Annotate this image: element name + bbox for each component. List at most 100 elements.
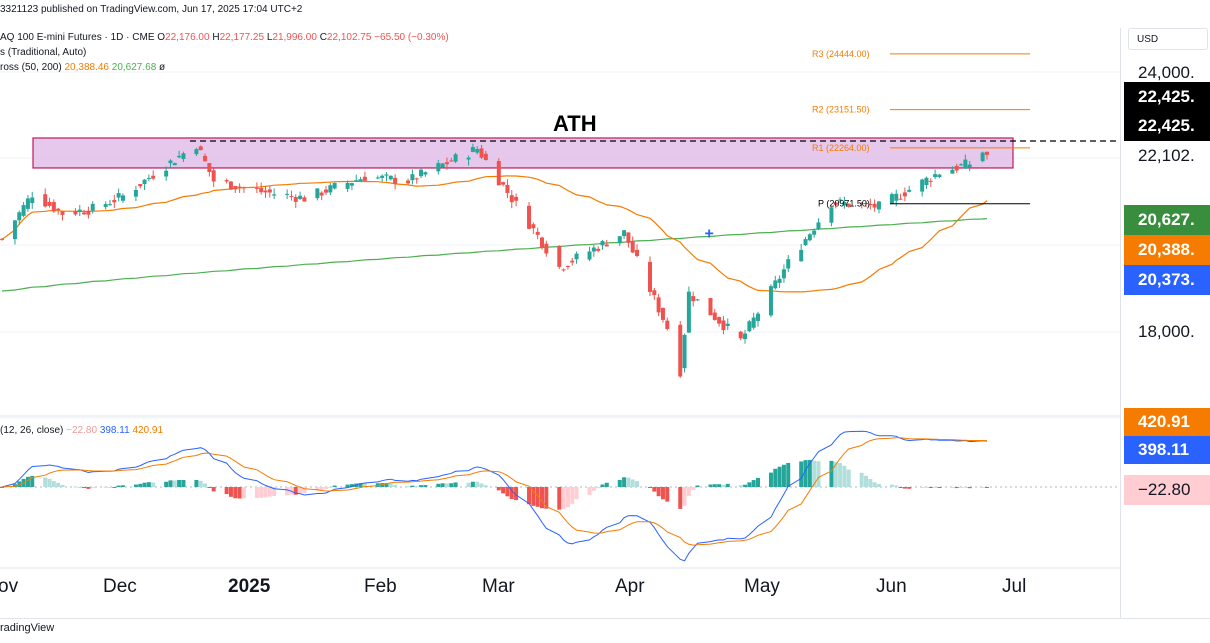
candle-body: [596, 248, 601, 251]
macd-histogram-bar: [725, 483, 730, 487]
candle-body: [388, 175, 393, 180]
pivots-legend[interactable]: s (Traditional, Auto): [0, 47, 87, 58]
candle-body: [21, 205, 26, 216]
macd-histogram-bar: [617, 479, 622, 487]
price-tag-ath-2: 22,425.: [1124, 111, 1210, 141]
candle-body: [133, 189, 138, 197]
candle-body: [319, 192, 324, 196]
macd-histogram-bar: [738, 485, 743, 487]
candle-body: [777, 278, 782, 283]
macd-histogram-bar: [695, 485, 700, 487]
macd-histogram-bar: [203, 483, 208, 487]
candle-body: [656, 297, 661, 313]
macd-histogram-bar: [799, 461, 804, 487]
macd-histogram-bar: [0, 487, 4, 488]
candle-body: [842, 202, 847, 206]
candle-body: [0, 238, 4, 240]
macd-histogram-bar: [194, 479, 199, 487]
macd-histogram-bar: [90, 487, 95, 488]
candle-body: [496, 161, 501, 186]
cross-legend-label: ross (50, 200): [0, 62, 62, 73]
candle-body: [902, 192, 907, 197]
pivot-label-r1: R1 (22264.00): [812, 143, 870, 153]
candle-body: [648, 261, 652, 292]
sma200-line: [1, 218, 988, 292]
candle-body: [298, 195, 303, 199]
candle-body: [812, 230, 817, 235]
macd-histogram-bar: [708, 484, 713, 487]
macd-histogram-bar: [388, 483, 393, 487]
candle-body: [224, 180, 229, 182]
macd-histogram-bar: [959, 487, 964, 488]
candle-body: [868, 204, 873, 206]
macd-histogram-bar: [535, 487, 540, 507]
candle-body: [509, 195, 514, 203]
candle-body: [838, 199, 843, 201]
macd-hist-legend: −22.80: [66, 425, 98, 436]
macd-histogram-bar: [777, 466, 782, 487]
macd-histogram-bar: [665, 487, 670, 502]
candle-body: [410, 174, 415, 181]
cross-marker: +: [704, 226, 713, 243]
macd-legend[interactable]: (12, 26, close) −22.80 398.11 420.91: [0, 425, 163, 436]
candle-body: [950, 169, 955, 174]
candle-body: [436, 163, 441, 172]
macd-histogram-bar: [17, 481, 22, 487]
macd-histogram-bar: [393, 485, 398, 487]
macd-histogram-bar: [479, 483, 484, 487]
candle-body: [479, 148, 484, 158]
macd-histogram-bar: [652, 487, 657, 492]
macd-histogram-bar: [181, 479, 186, 487]
cross-legend[interactable]: ross (50, 200) 20,388.46 20,627.68 ø: [0, 62, 165, 73]
macd-histogram-bar: [924, 487, 929, 488]
price-tag-last: 22,102.: [1124, 141, 1210, 171]
macd-histogram-bar: [596, 487, 601, 489]
macd-histogram-bar: [902, 487, 907, 489]
candle-body: [112, 199, 117, 203]
macd-histogram-bar: [60, 484, 65, 487]
macd-histogram-bar: [475, 481, 480, 487]
currency-selector[interactable]: USD: [1128, 28, 1208, 50]
candle-body: [51, 202, 56, 212]
ohlc-open: 22,176.00: [165, 32, 210, 43]
candle-body: [924, 177, 929, 186]
macd-histogram-bar: [600, 484, 605, 487]
candle-body: [241, 187, 246, 189]
time-label-nov: ov: [0, 576, 19, 597]
candle-body: [362, 176, 367, 181]
ohlc-high-label: H: [212, 32, 220, 43]
macd-histogram-bar: [859, 472, 864, 487]
candle-body: [138, 184, 143, 187]
candle-body: [228, 181, 233, 190]
candle-body: [60, 211, 65, 215]
macd-histogram-bar: [108, 487, 112, 488]
macd-histogram-bar: [237, 487, 242, 499]
macd-histogram-bar: [362, 483, 367, 487]
candle-body: [108, 204, 112, 206]
macd-histogram-bar: [207, 487, 212, 488]
candle-body: [17, 212, 22, 221]
macd-histogram-bar: [146, 482, 151, 487]
candle-body: [894, 193, 899, 201]
macd-histogram-bar: [496, 487, 501, 491]
macd-histogram-bar: [838, 463, 843, 487]
macd-histogram-bar: [786, 462, 791, 487]
macd-histogram-bar: [967, 487, 972, 489]
candle-body: [120, 195, 125, 201]
macd-histogram-bar: [43, 477, 48, 487]
cross-legend-sma200: 20,627.68: [111, 62, 157, 73]
macd-histogram-bar: [285, 487, 290, 496]
macd-tag-signal: 420.91: [1124, 408, 1210, 436]
macd-histogram-bar: [444, 483, 449, 487]
macd-histogram-bar: [103, 487, 108, 488]
macd-histogram-bar: [950, 487, 955, 488]
candle-body: [864, 202, 868, 204]
macd-histogram-bar: [816, 461, 821, 487]
ath-zone: ATH: [32, 111, 1120, 169]
macd-histogram-bar: [358, 483, 363, 487]
tradingview-brand[interactable]: radingView: [0, 622, 55, 634]
price-chart[interactable]: ATH R3 (24444.00) R2 (23151.50) R1 (22264.…: [0, 0, 1120, 618]
candlesticks: [0, 143, 989, 378]
symbol-name[interactable]: AQ 100 E-mini Futures · 1D · CME: [0, 32, 155, 43]
candle-body: [116, 193, 121, 198]
